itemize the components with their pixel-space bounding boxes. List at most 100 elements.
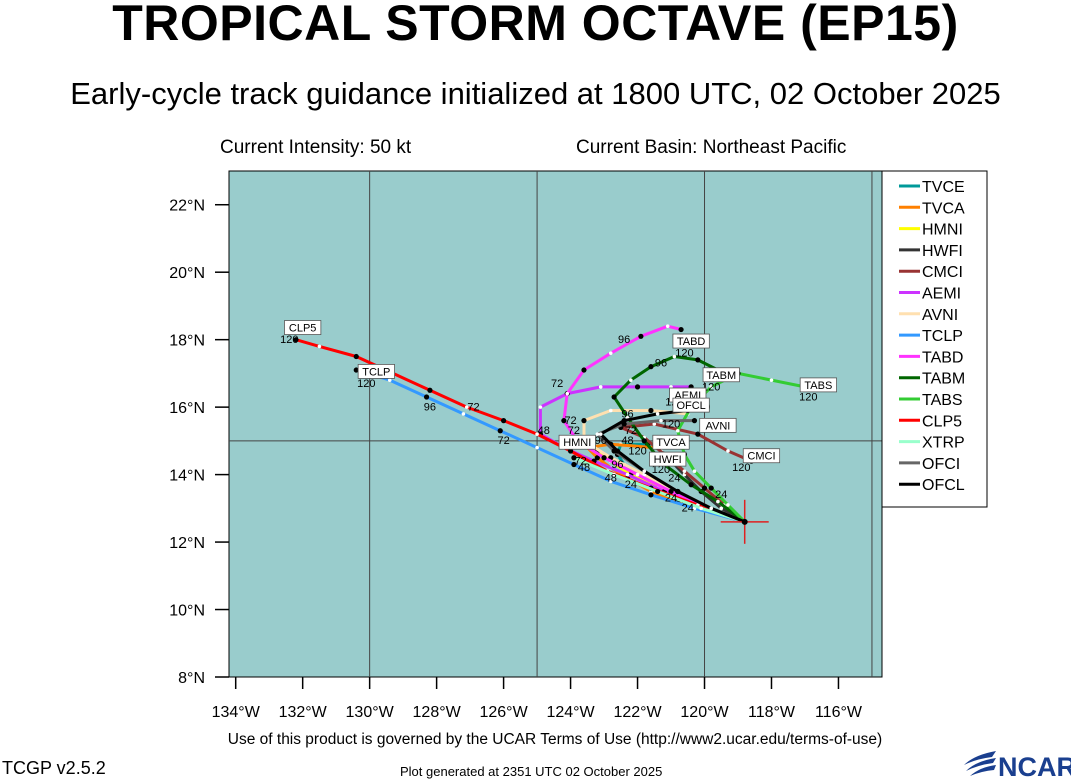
track-point: [726, 449, 730, 453]
chart-subtitle: Early-cycle track guidance initialized a…: [70, 76, 1001, 111]
model-label-box: [799, 377, 837, 393]
track-point: [611, 394, 617, 400]
x-tick-label: 122°W: [613, 704, 662, 721]
track-point: [635, 472, 640, 477]
track-point: [614, 448, 621, 454]
initial-position-dot: [741, 518, 748, 525]
track-point: [629, 378, 633, 382]
forecast-hour-label: 120: [702, 381, 720, 393]
track-point: [708, 485, 714, 491]
x-tick-label: 128°W: [413, 704, 462, 721]
model-label-box: [357, 363, 395, 379]
legend-label-hmni: HMNI: [922, 222, 963, 239]
track-point: [497, 428, 503, 434]
legend-label-tabs: TABS: [922, 392, 963, 409]
forecast-hour-label: 120: [628, 445, 646, 457]
forecast-hour-label: 120: [357, 378, 375, 390]
x-tick-label: 130°W: [346, 704, 395, 721]
model-label-box: [558, 434, 596, 450]
track-point: [648, 407, 654, 414]
track-point: [567, 448, 574, 454]
legend-label-tabm: TABM: [922, 371, 965, 388]
forecast-hour-label: 96: [595, 435, 607, 447]
model-label-box: [284, 320, 322, 335]
model-label-box: [742, 448, 781, 464]
x-tick-label: 118°W: [748, 704, 796, 721]
track-point: [500, 418, 507, 424]
ncar-logo: NCAR: [964, 751, 1071, 780]
track-point: [595, 432, 600, 436]
track-point: [464, 405, 469, 409]
track-point: [353, 367, 359, 373]
forecast-hour-label: 72: [497, 435, 509, 447]
model-label: TABM: [706, 370, 736, 382]
track-point: [648, 492, 654, 498]
model-label-box: [649, 451, 687, 467]
forecast-hour-label: 24: [625, 479, 637, 491]
model-label-box: [672, 333, 710, 349]
forecast-hour-label: 120: [732, 462, 750, 474]
x-tick-label: 134°W: [212, 704, 261, 721]
x-tick-label: 120°W: [680, 704, 729, 721]
track-point: [688, 482, 694, 488]
model-label: AVNI: [705, 420, 730, 432]
version-label: TCGP v2.5.2: [2, 758, 106, 778]
track-point: [625, 415, 630, 420]
y-tick-label: 22°N: [169, 198, 205, 215]
track-point: [642, 472, 647, 477]
track-point: [678, 326, 684, 333]
track-point: [625, 472, 630, 477]
forecast-hour-label: 96: [611, 459, 623, 471]
model-label: TCLP: [362, 366, 390, 378]
forecast-hour-label: 72: [551, 378, 563, 390]
track-point: [668, 488, 674, 495]
track-point: [571, 455, 577, 461]
track-point: [571, 461, 577, 468]
y-tick-label: 16°N: [169, 400, 205, 417]
forecast-hour-label: 96: [424, 402, 436, 414]
track-point: [695, 357, 701, 363]
forecast-hour-label: 120: [799, 391, 817, 403]
legend-label-tvca: TVCA: [922, 200, 965, 217]
legend-label-cmci: CMCI: [922, 264, 963, 281]
forecast-hour-label: 120: [675, 348, 693, 360]
forecast-hour-label: 72: [574, 455, 586, 467]
forecast-hour-label: 96: [618, 334, 630, 346]
current-basin: Current Basin: Northeast Pacific: [576, 137, 847, 158]
track-point: [387, 378, 392, 382]
chart-title: TROPICAL STORM OCTAVE (EP15): [112, 0, 959, 51]
track-point: [561, 418, 567, 424]
model-label-box: [702, 367, 740, 383]
track-point: [682, 469, 687, 474]
model-label: CMCI: [747, 451, 775, 463]
legend-label-avni: AVNI: [922, 307, 958, 324]
track-point: [655, 488, 661, 495]
track-point: [709, 385, 714, 389]
track-point: [598, 385, 603, 389]
x-tick-label: 116°W: [815, 704, 863, 721]
forecast-hour-label: 96: [621, 408, 633, 420]
track-point: [608, 408, 613, 413]
ncar-logo-text: NCAR: [998, 752, 1071, 780]
model-label: HMNI: [563, 437, 591, 449]
track-point: [699, 506, 703, 511]
forecast-hour-label: 48: [621, 435, 633, 447]
track-point: [675, 488, 681, 495]
x-tick-label: 126°W: [479, 704, 528, 721]
track-point: [535, 445, 539, 450]
track-point: [672, 354, 677, 359]
y-tick-label: 20°N: [169, 265, 205, 282]
ocean-area: [228, 170, 883, 678]
forecast-hour-label: 24: [682, 503, 694, 515]
track-point: [538, 405, 543, 409]
terms-of-use: Use of this product is governed by the U…: [227, 731, 883, 748]
track-point: [317, 344, 322, 349]
track-tabm: [612, 355, 746, 523]
track-point: [691, 418, 698, 424]
track-point: [565, 391, 570, 396]
model-label: OFCL: [676, 400, 705, 412]
forecast-hour-label: 48: [578, 462, 590, 474]
track-point: [659, 418, 663, 423]
legend-label-hwfi: HWFI: [922, 243, 963, 260]
